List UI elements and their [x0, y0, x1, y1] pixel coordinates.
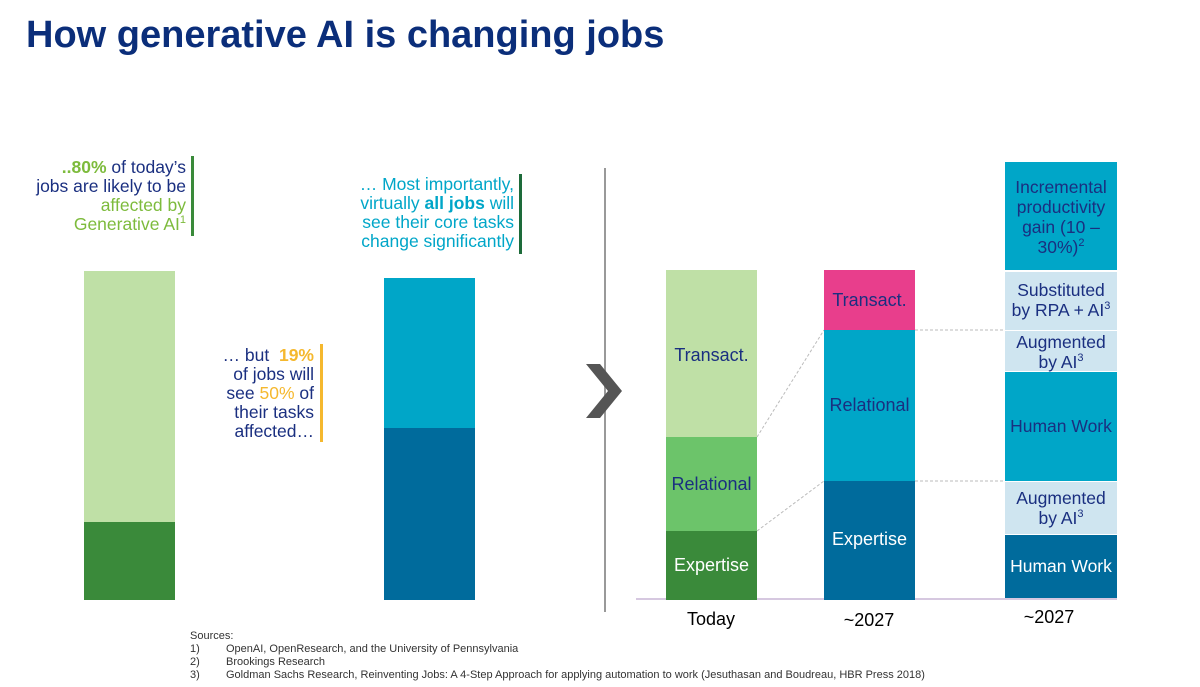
xlabel-2027-detail: ~2027: [1023, 607, 1075, 627]
source-item: 1) OpenAI, OpenResearch, and the Universi…: [190, 643, 519, 655]
inc-line1: Incremental: [1015, 177, 1107, 197]
sub-sup: 3: [1104, 300, 1111, 313]
callout-all-accent-line: [519, 174, 522, 254]
inc-line2: productivity: [1016, 197, 1106, 217]
callout-all-bold: all jobs: [424, 193, 485, 213]
inc-sup: 2: [1078, 237, 1085, 250]
left-bar-2-bottom: [384, 428, 475, 600]
sources: Sources: 1) OpenAI, OpenResearch, and the…: [190, 630, 925, 682]
seg-label: Human Work: [1010, 416, 1112, 436]
callout-80-percent: ..80% of today’s jobs are likely to be a…: [10, 158, 186, 234]
left-bar-1-bottom: [84, 522, 175, 600]
chevron-right-icon: [586, 364, 622, 418]
aug1-sup: 3: [1077, 352, 1084, 365]
seg-label: Transact.: [832, 290, 907, 310]
bar-detail-augmented-1: Augmented by AI3: [1005, 331, 1117, 372]
callout-all-line4: change significantly: [361, 231, 514, 251]
callout-80-line1: of today’s: [106, 157, 186, 177]
bar-detail-substituted: Substituted by RPA + AI3: [1005, 272, 1117, 330]
seg-label: Transact.: [674, 345, 749, 365]
inc-line3: gain (10 –: [1022, 217, 1100, 237]
inc-line4: 30%): [1037, 237, 1079, 257]
callout-19-accent-line: [320, 344, 323, 442]
seg-label: Expertise: [673, 555, 750, 575]
bar-detail-human-1: Human Work: [1005, 372, 1117, 481]
seg-label: Expertise: [831, 529, 908, 549]
source-item: 2) Brookings Research: [190, 656, 326, 668]
bar-2027-transact: Transact.: [824, 270, 915, 330]
callout-19-line4: their tasks: [234, 402, 314, 422]
callout-all-line1: … Most importantly,: [359, 174, 514, 194]
left-bar-1-top: [84, 271, 175, 522]
bar-2027-relational: Relational: [824, 330, 915, 481]
xlabel-2027: ~2027: [843, 610, 895, 630]
bar-today-expertise: Expertise: [666, 531, 757, 600]
callout-19-line2: of jobs will: [233, 364, 314, 384]
sub-line1: Substituted: [1017, 280, 1105, 300]
callout-80-sup: 1: [179, 214, 186, 227]
xlabel-today: Today: [686, 609, 736, 629]
callout-all-line2-pre: virtually: [360, 193, 425, 213]
sub-line2: by RPA + AI: [1011, 300, 1105, 320]
callout-80-pct: ..80%: [61, 157, 107, 177]
callout-19-50pct: 50%: [259, 383, 295, 403]
seg-label: Human Work: [1010, 556, 1112, 576]
aug1-line1: Augmented: [1016, 332, 1106, 352]
callout-80-accent-line: [191, 156, 194, 236]
callout-all-line2-post: will: [484, 193, 514, 213]
aug2-line2: by AI: [1038, 508, 1078, 528]
aug2-sup: 3: [1077, 508, 1084, 521]
aug2-line1: Augmented: [1016, 488, 1106, 508]
seg-label: Relational: [671, 474, 752, 494]
sources-header: Sources:: [190, 630, 234, 642]
left-bar-2-top: [384, 278, 475, 428]
callout-19-pct: 19%: [278, 345, 314, 365]
bar-detail-human-2: Human Work: [1005, 535, 1117, 598]
seg-label: Relational: [829, 395, 910, 415]
callout-all-line3: see their core tasks: [362, 212, 514, 232]
bar-detail-incremental: Incremental productivity gain (10 – 30%)…: [1005, 162, 1117, 270]
aug1-line2: by AI: [1038, 352, 1078, 372]
bar-today-relational: Relational: [666, 437, 757, 531]
callout-19-line3-pre: see: [226, 383, 260, 403]
callout-19-line1: … but: [222, 345, 279, 365]
callout-19-line3-post: of: [294, 383, 314, 403]
callout-all-jobs: … Most importantly, virtually all jobs w…: [300, 175, 514, 251]
bar-2027-expertise: Expertise: [824, 481, 915, 600]
page-title: How generative AI is changing jobs: [26, 14, 665, 56]
callout-80-line3: affected by: [100, 195, 186, 215]
bar-detail-augmented-2: Augmented by AI3: [1005, 482, 1117, 534]
section-divider: [604, 168, 606, 612]
callout-80-line4: Generative AI: [73, 214, 180, 234]
bar-today-transact: Transact.: [666, 270, 757, 437]
callout-19-percent: … but 19% of jobs will see 50% of their …: [180, 346, 314, 441]
callout-19-line5: affected…: [234, 421, 314, 441]
callout-80-line2: jobs are likely to be: [36, 176, 186, 196]
source-item: 3) Goldman Sachs Research, Reinventing Jo…: [190, 669, 925, 681]
